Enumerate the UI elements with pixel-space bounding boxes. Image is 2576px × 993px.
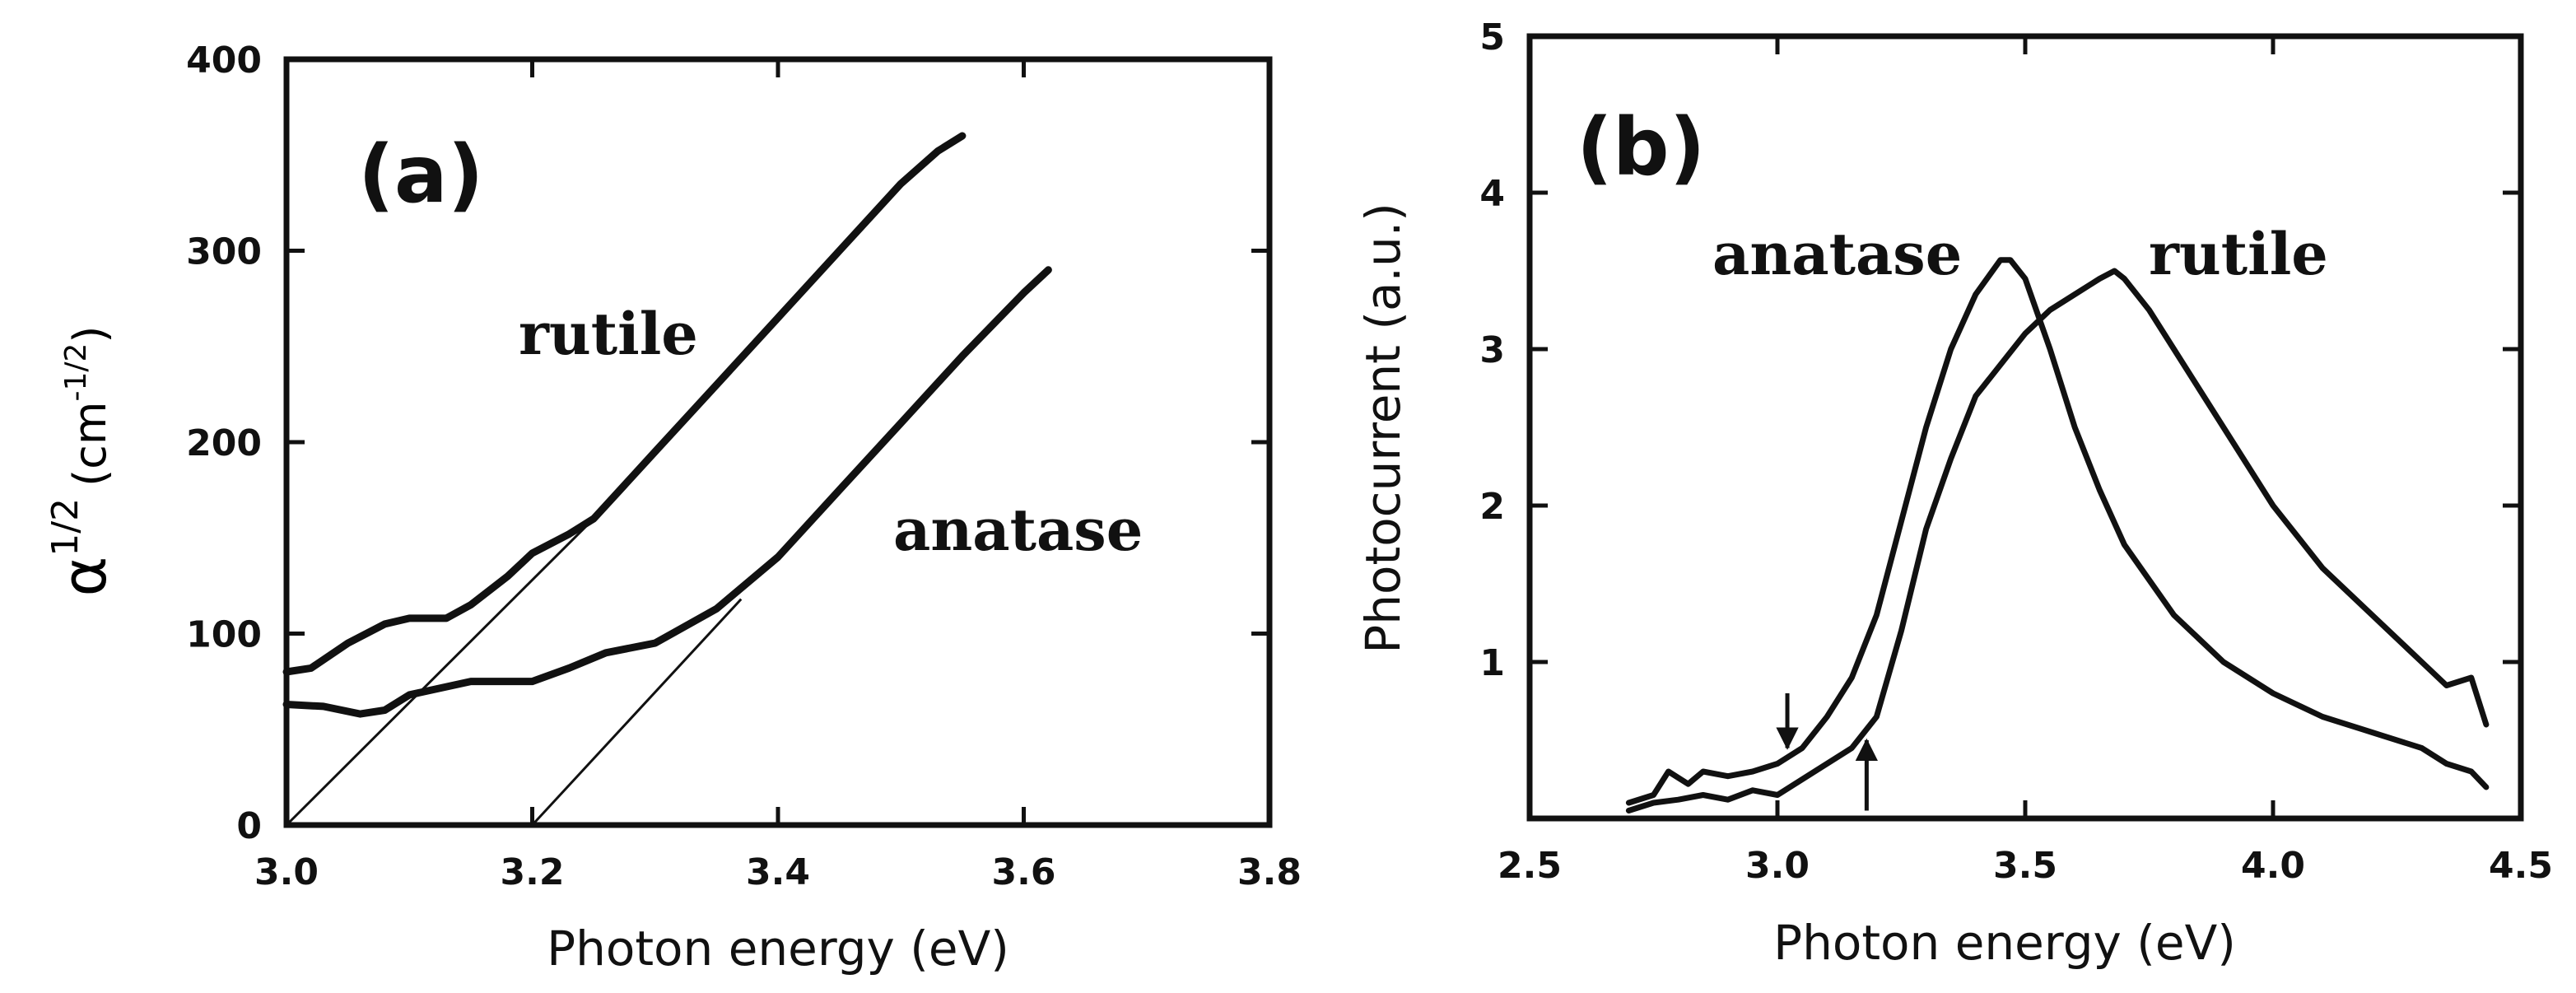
panel-a-y-tick-label: 400 [186, 40, 262, 82]
panel-b-y-tick-label: 3 [1479, 329, 1505, 371]
panel-b-x-tick-label: 4.5 [2489, 845, 2553, 887]
panel-b-series-rutile [1625, 268, 2490, 814]
panel-b-anatase-onset-head [1776, 727, 1799, 750]
panel-a-series-rutile [282, 132, 967, 676]
panel-b-series-anatase [1625, 257, 2490, 806]
panel-a-label: (a) [358, 128, 484, 221]
panel-a-ticks: 3.0 3.2 3.4 3.6 3.8 0 100 200 300 400 [186, 40, 1302, 893]
panel-a-series-anatase [282, 266, 1052, 718]
panel-a-y-tick-label: 300 [186, 231, 262, 273]
panel-a-x-tick-label: 3.6 [992, 851, 1056, 893]
panel-a-y-unit-end: ) [64, 326, 116, 343]
panel-a-x-tick-label: 3.2 [501, 851, 565, 893]
panel-b-x-tick-label: 3.0 [1745, 845, 1810, 887]
panel-b-y-tick-label: 4 [1479, 173, 1505, 215]
panel-b-rutile-onset-head [1855, 738, 1878, 761]
panel-b-arrows [1776, 693, 1878, 811]
panel-b-y-tick-label: 5 [1479, 16, 1505, 58]
panel-a-y-alpha-sup: 1/2 [44, 498, 86, 557]
panel-b-label: (b) [1577, 101, 1705, 193]
panel-a-y-unit: (cm [64, 402, 116, 487]
panel-b-x-tick-label: 2.5 [1498, 845, 1562, 887]
panel-a-rutile-fit [285, 517, 595, 827]
panel-b-x-tick-label: 3.5 [1993, 845, 2057, 887]
panel-a-x-tick-label: 3.4 [746, 851, 810, 893]
panel-a-series [282, 132, 1052, 718]
panel-a-x-tick-label: 3.0 [254, 851, 319, 893]
panel-b-rutile-label: rutile [2149, 220, 2328, 288]
panel-a-anatase-fit [531, 598, 743, 827]
panel-a-y-tick-label: 200 [186, 422, 262, 464]
panel-a-x-tick-label: 3.8 [1237, 851, 1302, 893]
panel-a-y-axis-title-text: α1/2 (cm-1/2) [44, 326, 120, 597]
panel-a-fit-lines [285, 517, 743, 827]
panel-b-ticks: 2.5 3.0 3.5 4.0 4.5 1 2 3 4 5 [1479, 16, 2553, 887]
panel-a-y-tick-label: 0 [236, 805, 262, 847]
panel-b-series [1625, 257, 2490, 814]
panel-b-y-tick-label: 2 [1479, 486, 1505, 528]
panel-a-y-axis-title: α1/2 (cm-1/2) [44, 326, 120, 597]
panel-a-anatase-label: anatase [893, 496, 1143, 564]
panel-a-y-tick-label: 100 [186, 614, 262, 656]
panel-b-anatase-label: anatase [1712, 220, 1962, 288]
panel-a-rutile-label: rutile [519, 300, 698, 368]
panel-a-x-axis-title: Photon energy (eV) [547, 921, 1009, 977]
panel-b-y-tick-label: 1 [1479, 642, 1505, 684]
panel-a-y-unit-sup: -1/2 [59, 343, 93, 402]
panel-b-x-tick-label: 4.0 [2241, 845, 2305, 887]
panel-b-x-axis-title: Photon energy (eV) [1773, 915, 2236, 971]
panel-b-y-axis-title: Photocurrent (a.u.) [1355, 203, 1411, 654]
panel-a-y-alpha: α [49, 557, 120, 597]
